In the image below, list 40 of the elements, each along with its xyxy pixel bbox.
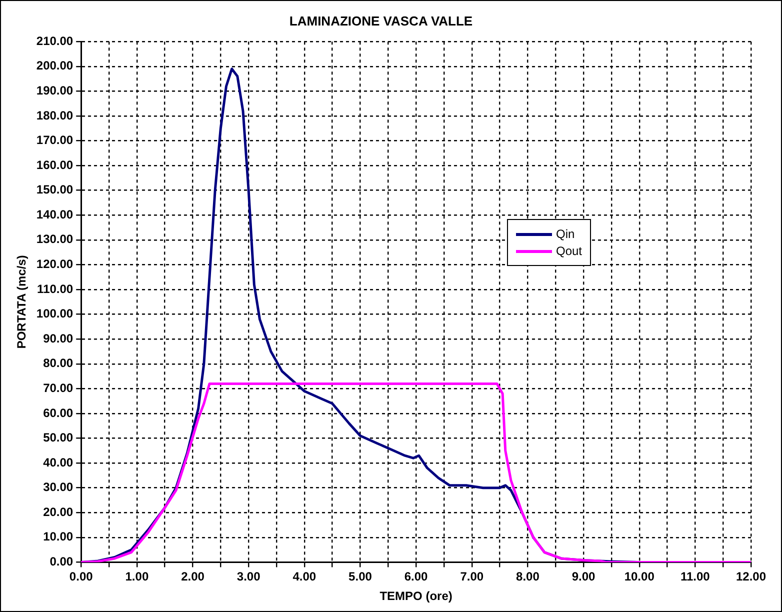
y-tick-label: 160.00 [36,158,74,172]
x-tick-label: 8.00 [516,570,540,584]
y-axis-title: PORTATA (mc/s) [14,255,29,349]
x-tick-label: 10.00 [624,570,655,584]
x-tick-label: 3.00 [236,570,261,584]
legend-label: Qin [556,227,575,241]
y-tick-label: 20.00 [43,504,74,519]
x-axis-title: TEMPO (ore) [380,589,452,604]
y-tick-label: 50.00 [43,430,74,445]
x-tick-label: 4.00 [292,570,316,584]
x-tick-label: 0.00 [69,570,94,584]
y-tick-label: 210.00 [36,34,74,48]
y-tick-label: 60.00 [43,406,74,420]
x-tick-label: 6.00 [404,570,428,584]
x-tick-label: 11.00 [680,570,710,584]
y-tick-label: 170.00 [36,133,74,148]
y-tick-label: 10.00 [43,530,74,544]
chart-title: LAMINAZIONE VASCA VALLE [289,13,473,28]
x-tick-label: 7.00 [460,570,484,584]
y-tick-label: 200.00 [36,58,74,73]
x-tick-label: 2.00 [181,570,205,584]
y-tick-label: 180.00 [36,108,74,122]
y-tick-label: 110.00 [37,282,74,296]
y-tick-label: 30.00 [43,480,74,494]
x-tick-label: 5.00 [348,570,372,584]
y-tick-label: 140.00 [36,207,74,222]
y-tick-label: 70.00 [43,380,74,395]
x-tick-label: 12.00 [736,570,766,584]
y-tick-label: 80.00 [43,356,74,370]
y-tick-label: 40.00 [43,455,74,470]
y-tick-label: 0.00 [50,554,74,569]
y-tick-label: 100.00 [36,306,74,321]
legend-label: Qout [556,244,582,258]
y-tick-label: 120.00 [36,257,74,272]
y-tick-label: 130.00 [36,232,74,246]
x-tick-label: 1.00 [125,570,149,584]
x-tick-label: 9.00 [572,570,596,584]
y-tick-label: 90.00 [43,331,74,346]
y-tick-label: 150.00 [36,182,74,197]
y-tick-label: 190.00 [36,83,74,98]
